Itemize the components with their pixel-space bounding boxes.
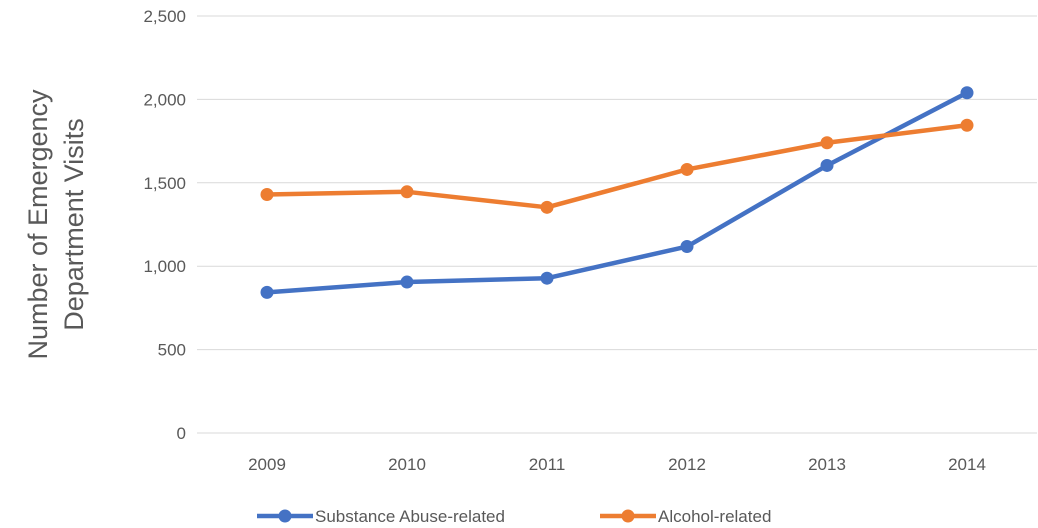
x-tick-label: 2011 — [529, 455, 566, 474]
data-point — [820, 136, 834, 150]
legend-item: Substance Abuse-related — [257, 507, 505, 526]
y-tick-label: 2,500 — [143, 7, 186, 26]
x-tick-label: 2014 — [948, 455, 986, 474]
x-tick-label: 2009 — [248, 455, 286, 474]
data-point — [680, 240, 694, 254]
series-line — [264, 90, 970, 295]
series-group — [260, 118, 974, 214]
x-tick-label: 2013 — [808, 455, 846, 474]
data-point — [400, 185, 414, 199]
data-point — [960, 86, 974, 100]
legend-label: Alcohol-related — [658, 507, 771, 526]
series-group — [260, 86, 974, 299]
data-point — [680, 162, 694, 176]
y-tick-label: 1,500 — [143, 174, 186, 193]
legend-item: Alcohol-related — [600, 507, 771, 526]
legend-swatch-marker — [278, 509, 292, 523]
legend: Substance Abuse-related Alcohol-related — [257, 507, 771, 526]
y-axis-label-line: Number of Emergency — [23, 89, 53, 360]
y-axis-label-line: Department Visits — [59, 118, 89, 331]
x-tick-label: 2012 — [668, 455, 706, 474]
data-point — [820, 158, 834, 172]
data-point — [400, 275, 414, 289]
data-point — [960, 118, 974, 132]
series-line — [264, 123, 970, 210]
x-tick-label: 2010 — [388, 455, 426, 474]
legend-label: Substance Abuse-related — [315, 507, 505, 526]
y-tick-label: 500 — [158, 341, 186, 360]
gridlines — [197, 15, 1037, 434]
y-tick-label: 2,000 — [143, 90, 186, 109]
y-tick-label: 1,000 — [143, 257, 186, 276]
data-point — [540, 271, 554, 285]
legend-swatch-marker — [621, 509, 635, 523]
x-axis-tick-labels: 2009 2010 2011 2012 2013 2014 — [248, 455, 986, 474]
data-series — [260, 86, 974, 299]
y-axis-label: Number of Emergency Department Visits — [23, 89, 89, 360]
y-tick-label: 0 — [177, 424, 186, 443]
data-point — [260, 285, 274, 299]
data-point — [540, 200, 554, 214]
data-point — [260, 187, 274, 201]
y-axis-tick-labels: 0 500 1,000 1,500 2,000 2,500 — [143, 7, 186, 443]
